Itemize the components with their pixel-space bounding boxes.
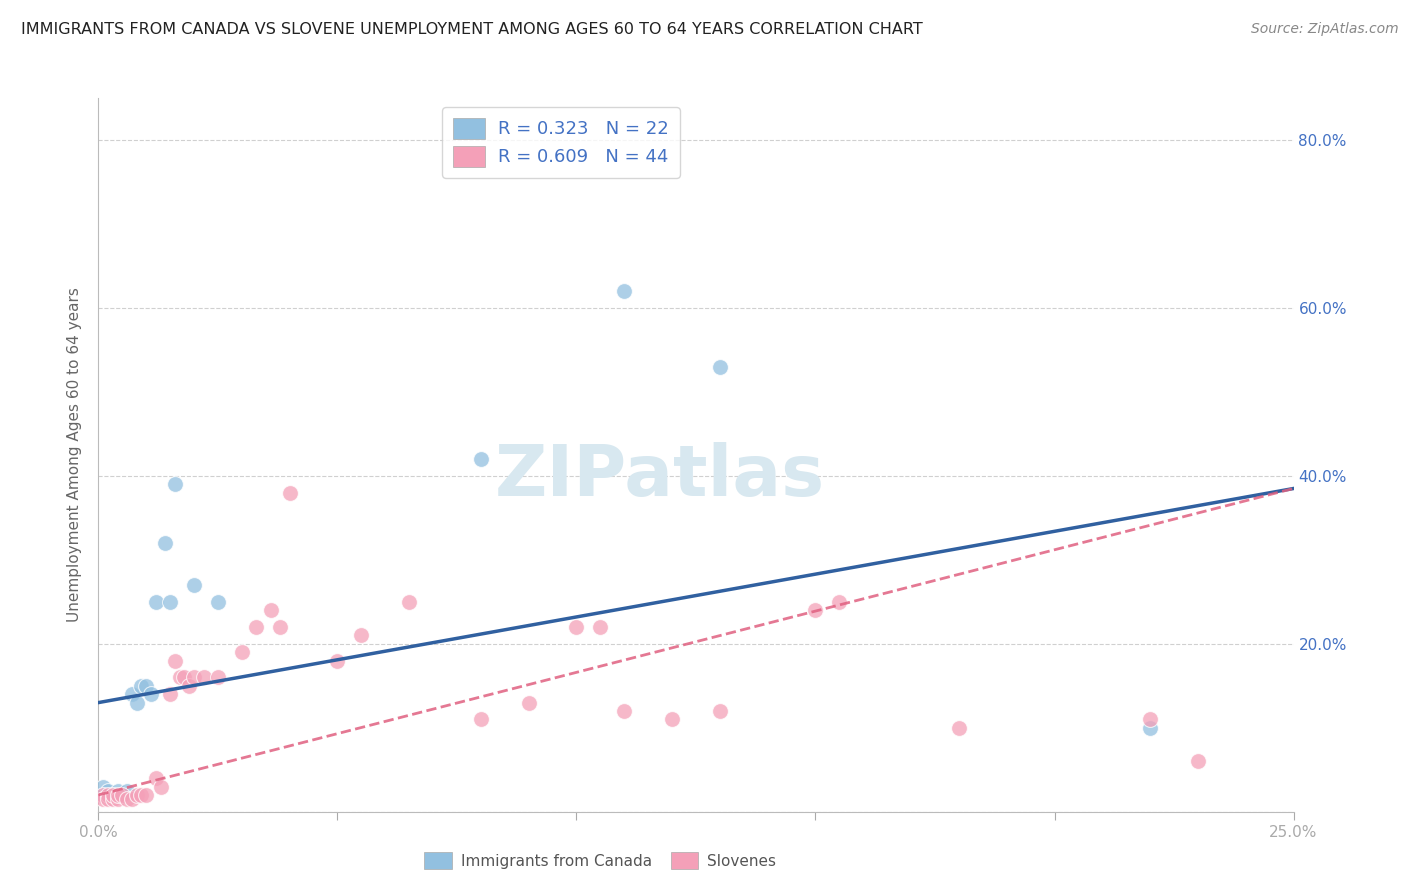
Point [326,654,349,668]
Point [121,687,143,701]
Point [111,788,134,802]
Point [179,679,201,693]
Point [135,679,157,693]
Point [1187,755,1209,769]
Point [517,696,540,710]
Point [145,771,167,785]
Text: Source: ZipAtlas.com: Source: ZipAtlas.com [1251,22,1399,37]
Point [107,783,129,797]
Point [149,780,172,794]
Point [155,536,177,550]
Point [193,670,215,684]
Point [269,620,291,634]
Point [163,654,186,668]
Point [125,788,148,802]
Point [131,679,153,693]
Point [470,712,492,726]
Point [91,788,114,802]
Point [398,595,420,609]
Point [101,788,124,802]
Text: IMMIGRANTS FROM CANADA VS SLOVENE UNEMPLOYMENT AMONG AGES 60 TO 64 YEARS CORRELA: IMMIGRANTS FROM CANADA VS SLOVENE UNEMPL… [21,22,922,37]
Point [97,788,120,802]
Point [709,704,731,718]
Point [231,645,253,659]
Point [245,620,267,634]
Point [661,712,683,726]
Point [163,477,186,491]
Text: ZIPatlas: ZIPatlas [495,442,825,511]
Point [804,603,827,617]
Point [97,792,120,806]
Point [350,628,373,642]
Point [613,704,636,718]
Point [121,792,143,806]
Y-axis label: Unemployment Among Ages 60 to 64 years: Unemployment Among Ages 60 to 64 years [67,287,83,623]
Point [107,788,129,802]
Point [183,670,205,684]
Point [589,620,612,634]
Point [278,485,301,500]
Point [115,792,138,806]
Point [139,687,162,701]
Point [125,696,148,710]
Point [948,721,970,735]
Point [101,788,124,802]
Point [1139,712,1161,726]
Point [709,359,731,374]
Point [159,595,181,609]
Point [91,780,114,794]
Point [207,595,229,609]
Point [159,687,181,701]
Point [470,452,492,467]
Point [135,788,157,802]
Point [91,788,114,802]
Legend: Immigrants from Canada, Slovenes: Immigrants from Canada, Slovenes [419,846,782,875]
Point [828,595,851,609]
Point [145,595,167,609]
Point [101,792,124,806]
Point [115,783,138,797]
Point [91,792,114,806]
Point [131,788,153,802]
Point [259,603,281,617]
Point [111,788,134,802]
Point [207,670,229,684]
Point [183,578,205,592]
Point [565,620,588,634]
Point [1139,721,1161,735]
Point [173,670,195,684]
Point [613,284,636,298]
Point [169,670,191,684]
Point [97,783,120,797]
Point [107,792,129,806]
